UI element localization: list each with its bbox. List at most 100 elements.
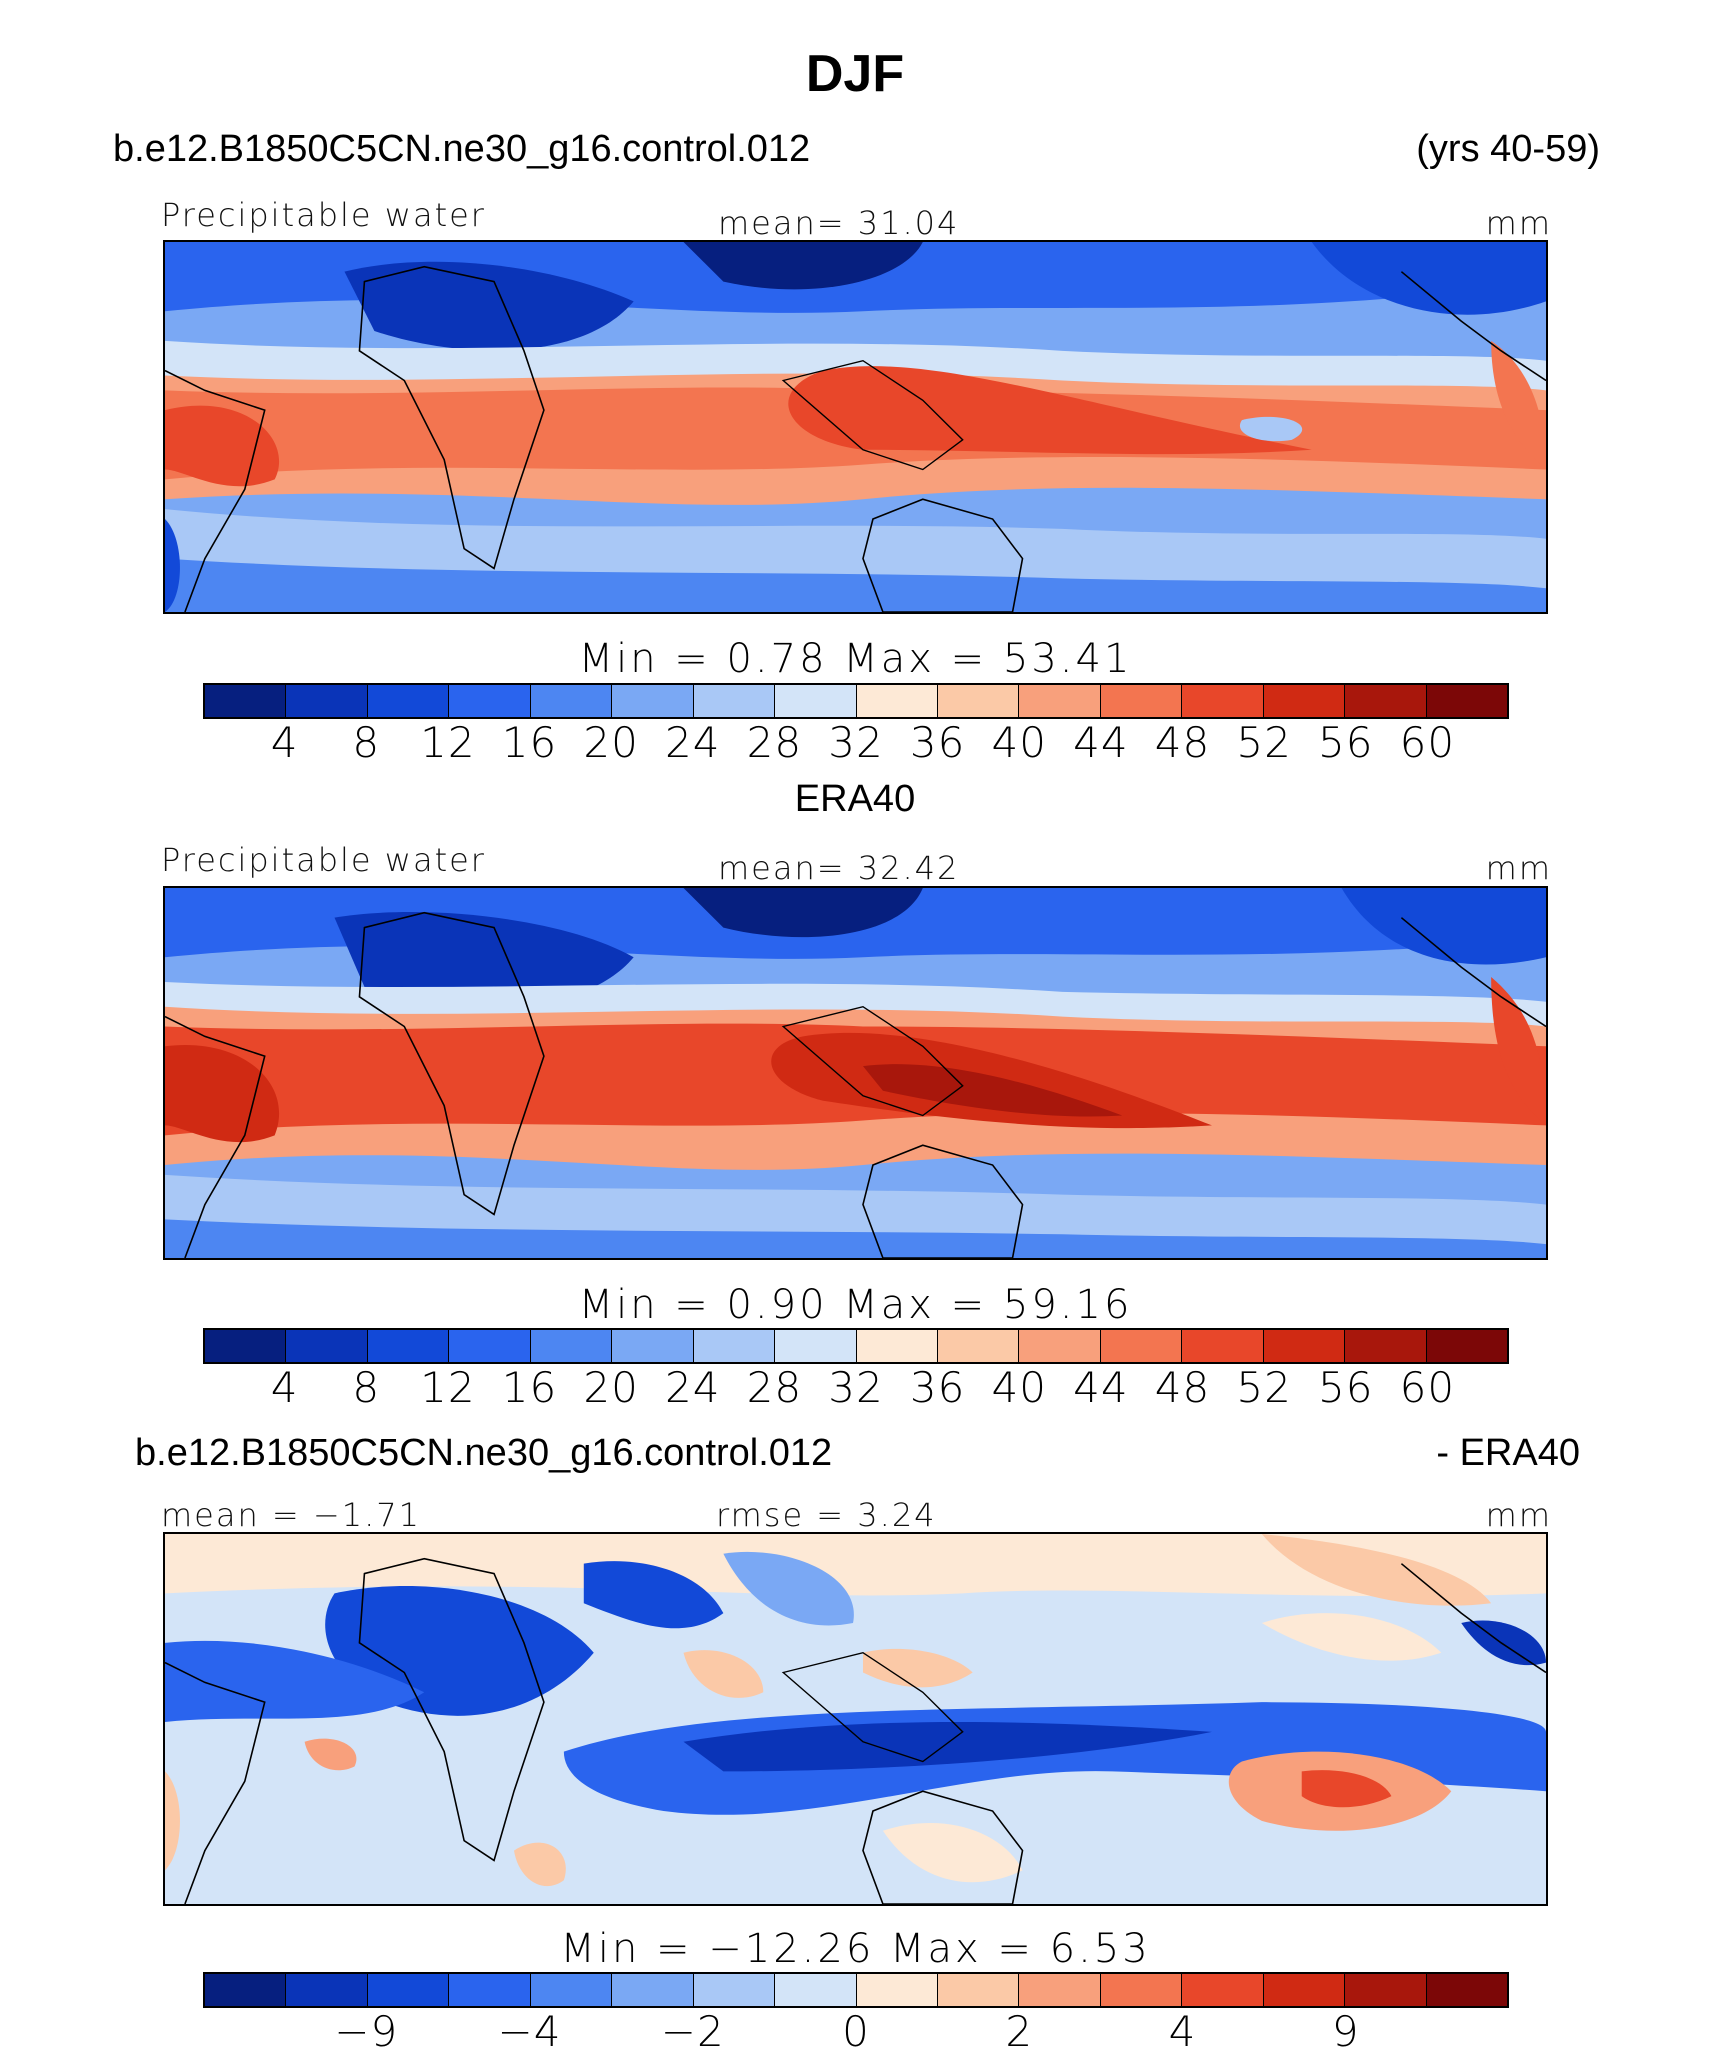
colorbar-swatch	[530, 1974, 613, 2006]
panel2-contour-svg	[165, 888, 1546, 1258]
colorbar-swatch	[1100, 1330, 1183, 1362]
panel1-years: (yrs 40-59)	[1416, 128, 1600, 170]
colorbar-swatch	[1100, 685, 1183, 717]
panel3-case-name: b.e12.B1850C5CN.ne30_g16.control.012	[135, 1432, 833, 1474]
colorbar-swatch	[1263, 1330, 1346, 1362]
panel1-contour-svg	[165, 242, 1546, 612]
colorbar-tick-label: 28	[746, 1363, 803, 1412]
colorbar-swatch	[286, 1974, 368, 2006]
colorbar-tick-label: 52	[1236, 1363, 1292, 1412]
panel1-variable-label: Precipitable water	[161, 196, 486, 234]
colorbar-swatch	[937, 1974, 1020, 2006]
colorbar-swatch	[449, 685, 531, 717]
panel3-rmse-label: rmse = 3.24	[716, 1496, 937, 1534]
panel2-variable-label: Precipitable water	[161, 841, 486, 879]
colorbar-swatch	[1263, 685, 1346, 717]
colorbar-tick-label: 52	[1236, 718, 1292, 767]
colorbar-swatch	[449, 1330, 531, 1362]
colorbar-swatch	[1182, 1330, 1264, 1362]
colorbar-swatch	[449, 1974, 531, 2006]
colorbar-tick-label: 16	[501, 718, 558, 767]
colorbar-tick-label: −2	[660, 2007, 725, 2056]
panel1-map	[163, 240, 1548, 614]
colorbar-swatch	[1345, 685, 1427, 717]
colorbar-tick-label: 16	[501, 1363, 558, 1412]
colorbar-swatch	[612, 685, 694, 717]
colorbar-swatch	[775, 1330, 857, 1362]
panel2-units-label: mm	[1485, 849, 1552, 887]
panel2-min-max: Min = 0.90 Max = 59.16	[578, 1282, 1133, 1328]
colorbar-swatch	[1019, 1974, 1101, 2006]
colorbar-swatch	[1426, 1330, 1507, 1362]
panel3-colorbar-ticks: −9 −4 −2 0 2 4 9	[203, 2007, 1509, 2057]
colorbar-swatch	[693, 1974, 776, 2006]
colorbar-tick-label: 0	[842, 2007, 870, 2056]
colorbar-swatch	[856, 685, 938, 717]
colorbar-swatch	[693, 1330, 776, 1362]
colorbar-swatch	[367, 1330, 450, 1362]
colorbar-swatch	[367, 1974, 450, 2006]
colorbar-tick-label: 28	[746, 718, 803, 767]
colorbar-swatch	[367, 685, 450, 717]
colorbar-tick-label: 56	[1318, 1363, 1374, 1412]
colorbar-tick-label: 4	[270, 1363, 299, 1412]
colorbar-tick-label: 32	[828, 1363, 884, 1412]
colorbar-swatch	[530, 685, 613, 717]
colorbar-tick-label: 24	[665, 1363, 721, 1412]
panel1-colorbar	[203, 683, 1509, 719]
colorbar-tick-label: 36	[909, 718, 966, 767]
colorbar-tick-label: 40	[991, 1363, 1047, 1412]
colorbar-tick-label: 4	[270, 718, 299, 767]
colorbar-tick-label: 8	[352, 1363, 381, 1412]
colorbar-tick-label: 20	[583, 1363, 639, 1412]
panel3-minus-dataset: - ERA40	[1436, 1432, 1580, 1474]
colorbar-swatch	[1426, 685, 1507, 717]
colorbar-swatch	[1182, 1974, 1264, 2006]
colorbar-swatch	[1345, 1330, 1427, 1362]
colorbar-tick-label: 48	[1154, 1363, 1211, 1412]
colorbar-swatch	[1019, 685, 1101, 717]
colorbar-tick-label: 24	[665, 718, 721, 767]
panel1-min-max: Min = 0.78 Max = 53.41	[578, 636, 1133, 682]
colorbar-swatch	[205, 1974, 287, 2006]
colorbar-swatch	[937, 1330, 1020, 1362]
figure-title: DJF	[805, 45, 905, 103]
panel2-map	[163, 886, 1548, 1260]
colorbar-swatch	[205, 1330, 287, 1362]
colorbar-swatch	[856, 1330, 938, 1362]
colorbar-swatch	[1263, 1974, 1346, 2006]
colorbar-tick-label: 12	[420, 1363, 476, 1412]
panel3-map	[163, 1532, 1548, 1906]
colorbar-swatch	[1019, 1330, 1101, 1362]
colorbar-tick-label: −4	[497, 2007, 562, 2056]
colorbar-swatch	[775, 685, 857, 717]
colorbar-swatch	[1182, 685, 1264, 717]
colorbar-swatch	[612, 1974, 694, 2006]
panel3-contour-svg	[165, 1534, 1546, 1904]
colorbar-tick-label: 4	[1168, 2007, 1197, 2056]
colorbar-tick-label: 44	[1073, 718, 1129, 767]
colorbar-swatch	[856, 1974, 938, 2006]
colorbar-tick-label: 44	[1073, 1363, 1129, 1412]
panel2-colorbar	[203, 1328, 1509, 1364]
colorbar-swatch	[286, 685, 368, 717]
panel2-mean-label: mean= 32.42	[718, 849, 960, 887]
colorbar-tick-label: 48	[1154, 718, 1211, 767]
colorbar-tick-label: 60	[1399, 1363, 1456, 1412]
panel3-colorbar	[203, 1972, 1509, 2008]
panel3-units-label: mm	[1485, 1496, 1552, 1534]
colorbar-swatch	[205, 685, 287, 717]
panel2-colorbar-ticks: 4 8 12 16 20 24 28 32 36 40 44 48 52 56 60	[203, 1363, 1509, 1413]
colorbar-tick-label: 2	[1005, 2007, 1034, 2056]
colorbar-tick-label: −9	[334, 2007, 399, 2056]
colorbar-tick-label: 36	[909, 1363, 966, 1412]
colorbar-swatch	[1100, 1974, 1183, 2006]
colorbar-tick-label: 20	[583, 718, 639, 767]
colorbar-swatch	[1426, 1974, 1507, 2006]
colorbar-swatch	[286, 1330, 368, 1362]
colorbar-tick-label: 9	[1331, 2007, 1360, 2056]
colorbar-swatch	[612, 1330, 694, 1362]
colorbar-tick-label: 8	[352, 718, 381, 767]
colorbar-tick-label: 56	[1318, 718, 1374, 767]
colorbar-swatch	[937, 685, 1020, 717]
